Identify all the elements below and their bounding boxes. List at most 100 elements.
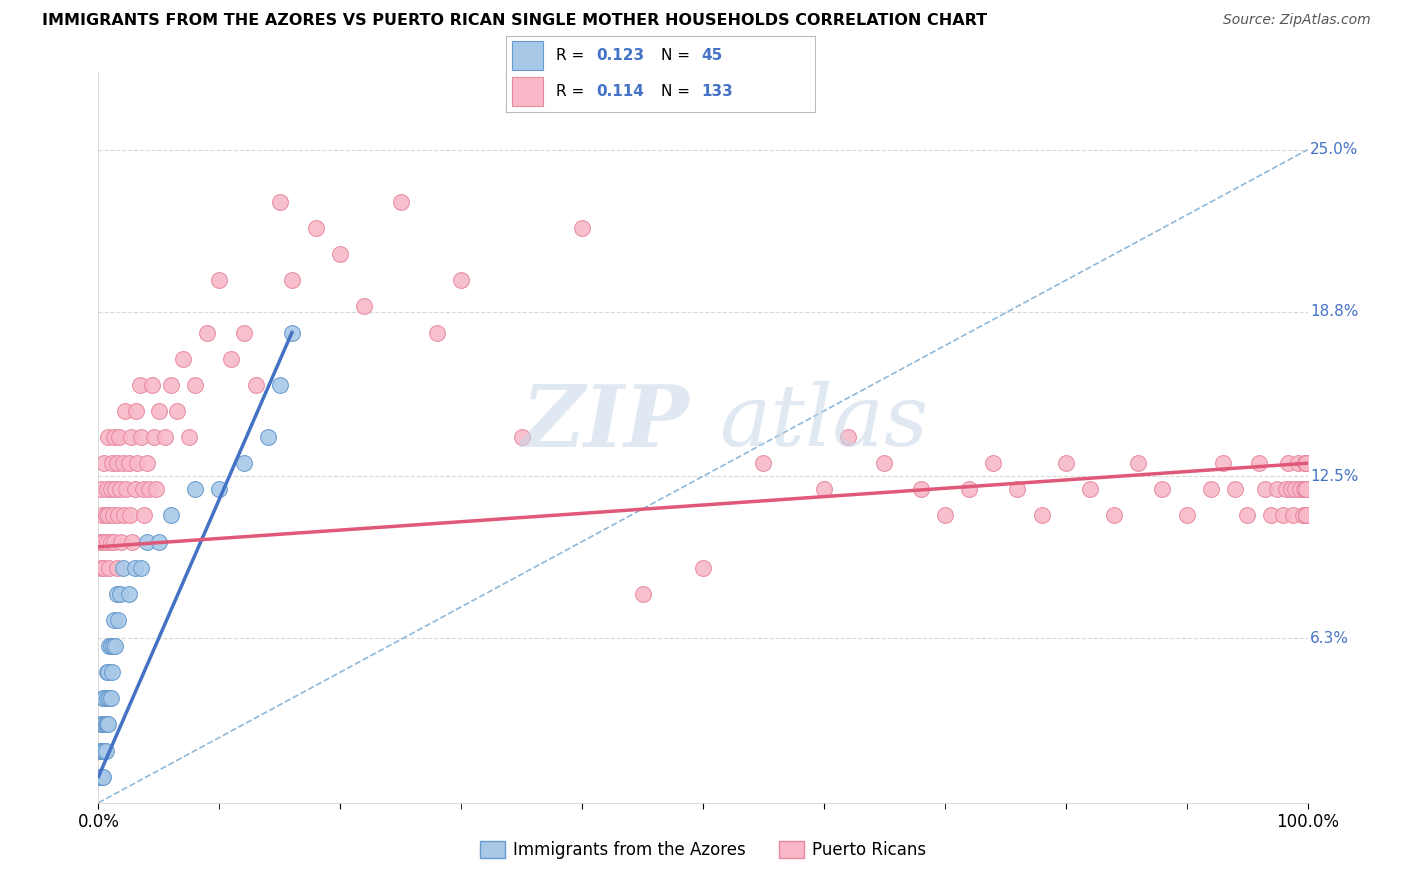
Point (837, 430, 859, 444)
Point (1078, 483, 1101, 497)
Point (96, 665, 118, 680)
Point (132, 483, 155, 497)
Point (305, 221, 328, 235)
Point (129, 430, 152, 444)
Point (1282, 508, 1305, 523)
Point (105, 560, 128, 574)
Point (813, 483, 835, 497)
Point (232, 326, 254, 340)
Text: N =: N = (661, 48, 695, 63)
Point (1054, 456, 1077, 470)
Point (127, 456, 149, 470)
Point (98, 691, 121, 706)
Point (1295, 483, 1317, 497)
Point (98, 560, 121, 574)
Point (269, 377, 291, 392)
Bar (512, 41, 543, 70)
Point (91, 770, 114, 784)
Point (1277, 456, 1299, 470)
Text: 25.0%: 25.0% (1310, 142, 1358, 157)
Point (135, 534, 157, 549)
Point (90, 560, 112, 574)
Point (1284, 483, 1306, 497)
Point (90, 717, 112, 731)
Point (96, 691, 118, 706)
Point (129, 560, 152, 574)
Point (160, 508, 183, 523)
Point (93, 691, 115, 706)
Point (103, 430, 125, 444)
Point (148, 404, 170, 418)
Point (160, 377, 183, 392)
Point (281, 326, 304, 340)
Point (1295, 483, 1317, 497)
Point (1175, 508, 1198, 523)
Point (1031, 508, 1053, 523)
Point (1295, 483, 1317, 497)
Point (1286, 456, 1309, 470)
Point (104, 483, 127, 497)
Point (934, 508, 956, 523)
Point (1289, 483, 1312, 497)
Point (752, 456, 775, 470)
Point (1295, 483, 1317, 497)
Point (94, 743, 117, 757)
Point (97, 508, 120, 523)
Point (957, 483, 980, 497)
Point (107, 508, 129, 523)
Point (103, 613, 125, 627)
Point (1199, 483, 1222, 497)
Point (1295, 456, 1317, 470)
Point (103, 534, 125, 549)
Point (1295, 456, 1317, 470)
Point (91, 770, 114, 784)
Point (631, 587, 654, 601)
Point (101, 508, 124, 523)
Point (143, 430, 166, 444)
Point (1295, 483, 1317, 497)
Text: R =: R = (555, 48, 589, 63)
Point (97, 717, 120, 731)
Bar (512, 78, 543, 106)
Point (101, 639, 124, 653)
Point (100, 665, 122, 680)
Point (100, 639, 122, 653)
Point (1223, 483, 1246, 497)
Point (1295, 508, 1317, 523)
Point (1279, 483, 1302, 497)
Point (1292, 508, 1315, 523)
Point (281, 273, 304, 287)
Point (1272, 508, 1295, 523)
Point (221, 351, 243, 366)
Point (91, 508, 114, 523)
Point (94, 508, 117, 523)
Point (110, 534, 132, 549)
Point (100, 691, 122, 706)
Point (100, 483, 122, 497)
Point (97, 665, 120, 680)
Point (1152, 483, 1174, 497)
Point (135, 456, 157, 470)
Text: R =: R = (555, 84, 589, 99)
Point (571, 221, 593, 235)
Point (1294, 456, 1316, 470)
Text: 0.114: 0.114 (596, 84, 644, 99)
Point (1267, 483, 1289, 497)
Point (208, 273, 231, 287)
Point (91, 743, 114, 757)
Point (100, 534, 122, 549)
Point (426, 326, 449, 340)
Text: 12.5%: 12.5% (1310, 469, 1358, 483)
Text: 133: 133 (702, 84, 733, 99)
Point (120, 430, 142, 444)
Point (96, 483, 118, 497)
Point (89, 743, 111, 757)
Point (256, 430, 278, 444)
Point (1260, 508, 1282, 523)
Point (1295, 508, 1317, 523)
Point (1295, 508, 1317, 523)
Point (1295, 483, 1317, 497)
Point (93, 560, 115, 574)
Point (94, 717, 117, 731)
Point (118, 456, 141, 470)
